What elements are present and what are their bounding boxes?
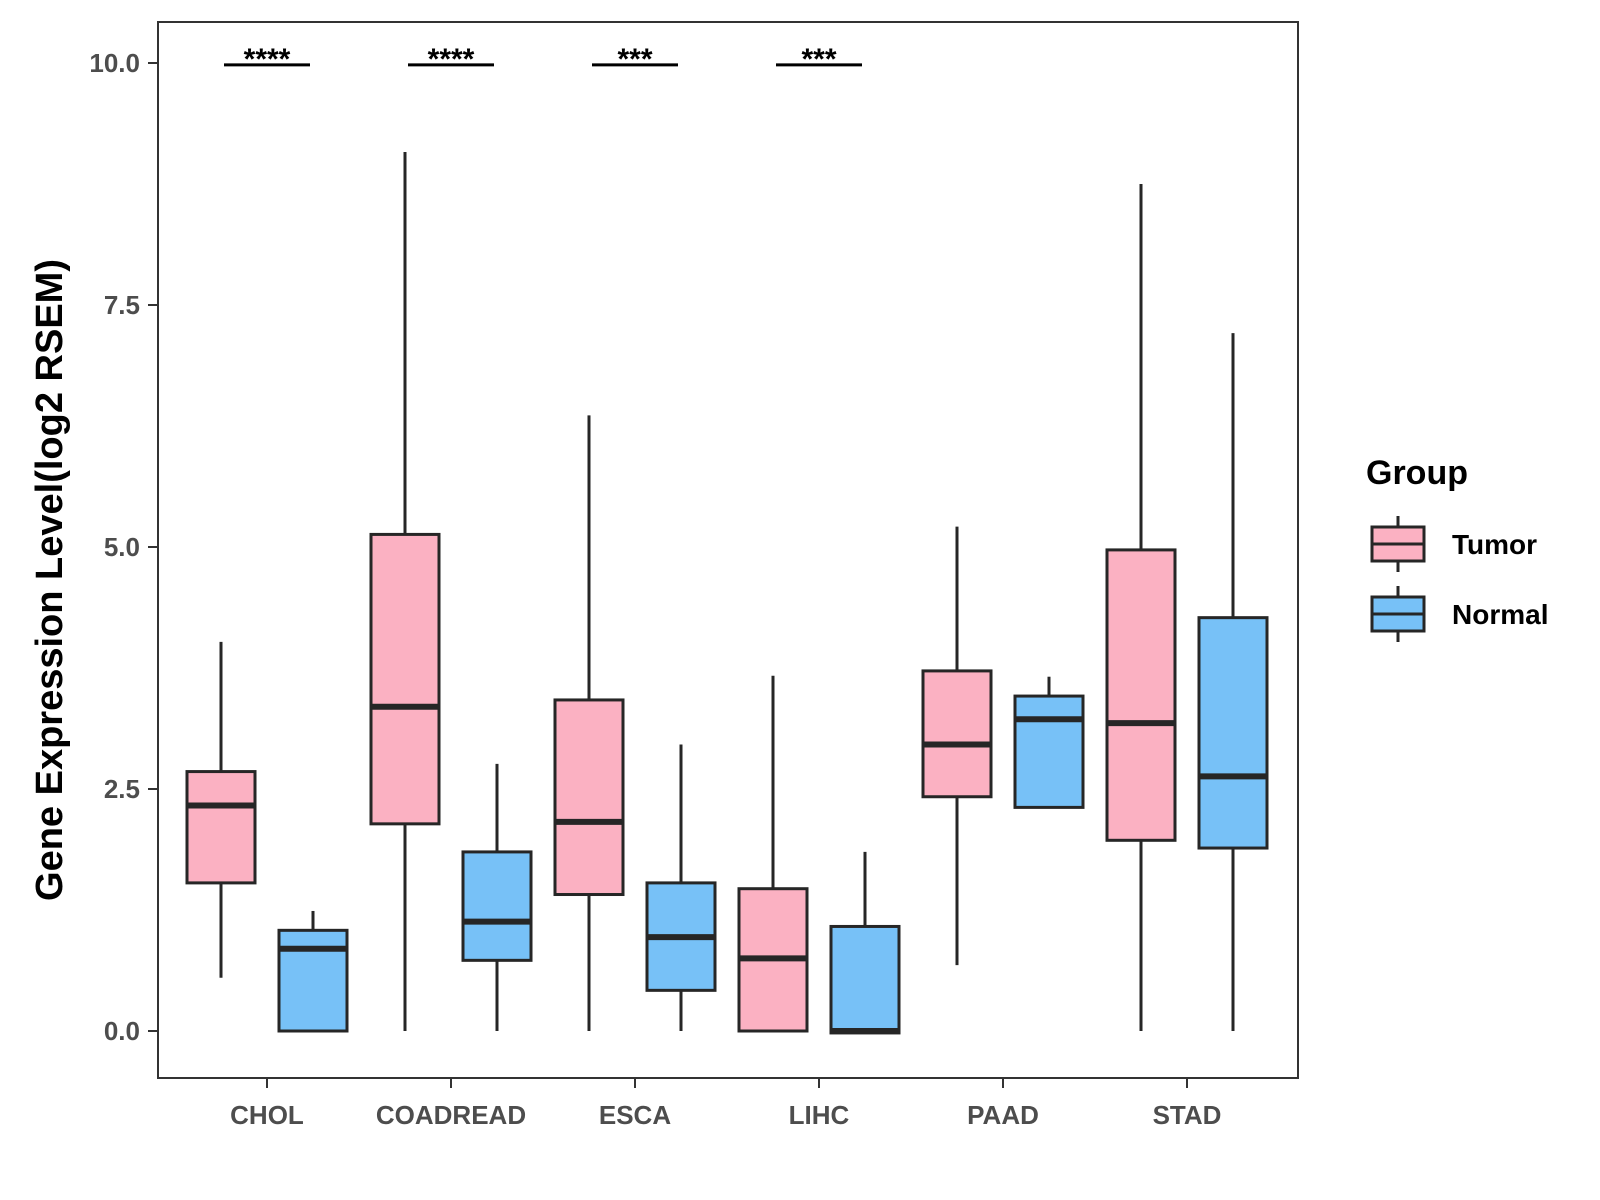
x-axis: CHOL COADREAD ESCA LIHC PAAD STAD: [230, 1078, 1221, 1130]
box-body: [829, 924, 901, 1035]
legend: Group Tumor Normal: [1366, 454, 1548, 642]
box-body: [1105, 548, 1177, 842]
box-tumor-stad: [1105, 184, 1177, 1031]
box-body: [185, 770, 257, 885]
significance-label: ****: [244, 43, 291, 76]
significance-label: ****: [428, 43, 475, 76]
y-tick-label: 2.5: [104, 774, 140, 804]
y-axis: 0.0 2.5 5.0 7.5 10.0: [89, 48, 158, 1046]
x-tick-label: STAD: [1153, 1100, 1222, 1130]
box-series: [185, 152, 1269, 1035]
box-body: [277, 928, 349, 1033]
box-normal-stad: [1197, 333, 1269, 1031]
legend-key-normal: [1370, 586, 1426, 642]
x-tick-label: LIHC: [789, 1100, 850, 1130]
legend-title: Group: [1366, 454, 1468, 492]
x-tick-label: PAAD: [967, 1100, 1039, 1130]
y-tick-label: 0.0: [104, 1016, 140, 1046]
box-tumor-chol: [185, 641, 257, 978]
box-normal-esca: [645, 744, 717, 1031]
significance-annotations: **** **** *** ***: [224, 43, 862, 76]
legend-key-tumor: [1370, 516, 1426, 572]
box-tumor-esca: [553, 415, 625, 1031]
plot-panel-border: [157, 21, 1299, 1079]
box-body: [461, 850, 533, 962]
box-normal-paad: [1013, 676, 1085, 809]
y-tick-label: 7.5: [104, 290, 140, 320]
legend-label-tumor: Tumor: [1452, 529, 1537, 560]
y-tick-label: 5.0: [104, 532, 140, 562]
y-axis-title: Gene Expression Level(log2 RSEM): [29, 259, 71, 901]
box-tumor-lihc: [737, 675, 809, 1033]
box-normal-coadread: [461, 763, 533, 1031]
x-tick-label: COADREAD: [376, 1100, 526, 1130]
significance-label: ***: [617, 43, 652, 76]
box-body: [1013, 694, 1085, 809]
box-body: [369, 532, 441, 826]
box-body: [553, 698, 625, 897]
x-tick-label: CHOL: [230, 1100, 304, 1130]
legend-label-normal: Normal: [1452, 599, 1548, 630]
significance-label: ***: [801, 43, 836, 76]
x-tick-label: ESCA: [599, 1100, 671, 1130]
box-body: [1197, 616, 1269, 850]
box-tumor-coadread: [369, 152, 441, 1031]
box-body: [921, 669, 993, 799]
box-normal-chol: [277, 910, 349, 1033]
y-tick-label: 10.0: [89, 48, 140, 78]
box-tumor-paad: [921, 526, 993, 966]
box-normal-lihc: [829, 851, 901, 1035]
